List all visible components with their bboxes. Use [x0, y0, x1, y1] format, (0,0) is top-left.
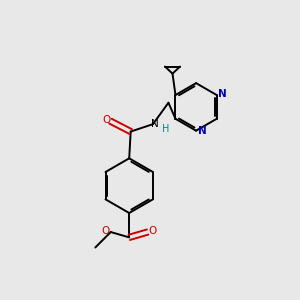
Text: N: N — [152, 118, 159, 128]
Text: H: H — [162, 124, 169, 134]
Text: N: N — [198, 126, 206, 136]
Text: N: N — [218, 89, 227, 99]
Text: O: O — [149, 226, 157, 236]
Text: O: O — [102, 115, 110, 125]
Text: O: O — [101, 226, 110, 236]
